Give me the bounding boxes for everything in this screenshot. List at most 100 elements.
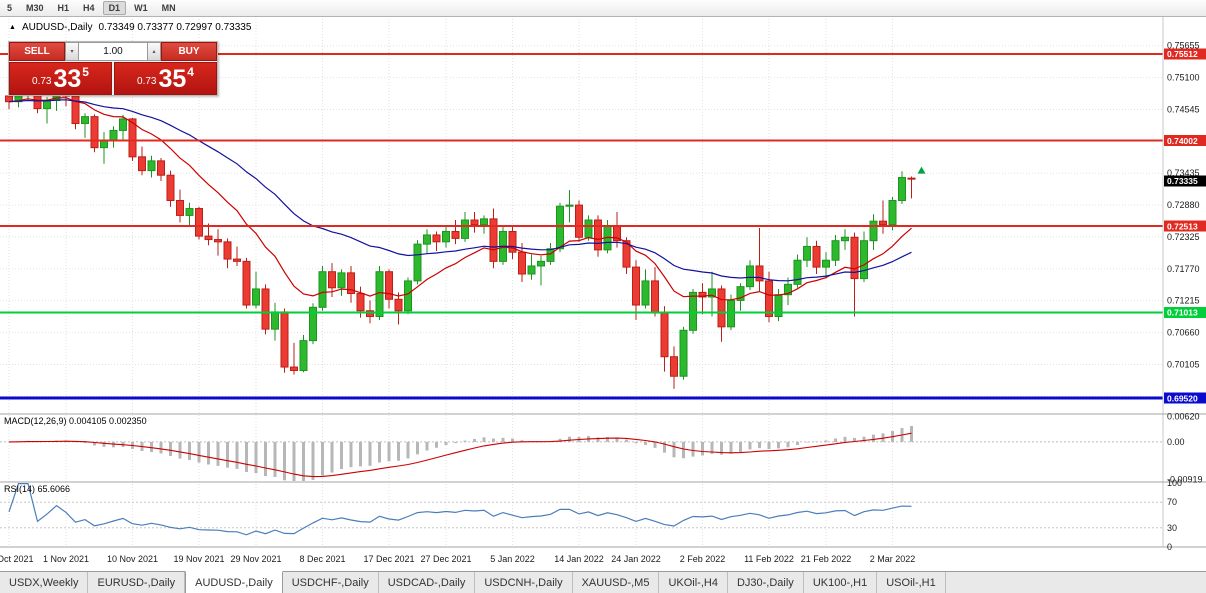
chart-tab-bar: USDX,Weekly EURUSD-,Daily AUDUSD-,Daily USD…	[0, 571, 1206, 593]
chart-tab-usdchf-daily[interactable]: USDCHF-,Daily	[282, 572, 379, 593]
timeframe-button-m30[interactable]: M30	[26, 3, 44, 13]
svg-text:0.74002: 0.74002	[1167, 136, 1198, 146]
spinner-up-icon: ▴	[152, 49, 156, 55]
timeframe-button-w1[interactable]: W1	[134, 3, 148, 13]
grid-layer	[0, 19, 1163, 547]
chart-tab-ukoil-h4[interactable]: UKOil-,H4	[659, 572, 728, 593]
chart-symbol-header: ▲ AUDUSD-,Daily 0.73349 0.73377 0.72997 …	[9, 22, 251, 33]
svg-text:0.75512: 0.75512	[1167, 49, 1198, 59]
chart-tab-dj30-daily[interactable]: DJ30-,Daily	[727, 572, 804, 593]
price-tick-label: 0.70660	[1167, 328, 1200, 338]
candles-layer	[5, 80, 916, 389]
date-tick-label: 17 Dec 2021	[363, 554, 414, 564]
panel-separators	[0, 413, 1206, 548]
price-tick-label: 0.75100	[1167, 73, 1200, 83]
date-tick-label: 10 Nov 2021	[107, 554, 158, 564]
buy-price-pipette: 4	[187, 64, 194, 79]
buy-price-big-digits: 35	[158, 64, 187, 93]
current-price-label	[1164, 175, 1206, 187]
price-tick-label: 0.72880	[1167, 200, 1200, 210]
price-tick-label: 0.71770	[1167, 264, 1200, 274]
date-tick-label: 24 Jan 2022	[611, 554, 661, 564]
rsi-panel: 100 70 30 0	[0, 478, 1182, 552]
volume-increase-button[interactable]: ▴	[147, 42, 161, 61]
moving-averages-layer	[8, 97, 912, 301]
macd-axis-label: -0.00919	[1167, 474, 1203, 484]
date-tick-label: 1 Nov 2021	[43, 554, 89, 564]
timeframe-button-h1[interactable]: H1	[57, 3, 70, 13]
up-arrow-marker	[917, 166, 926, 174]
date-tick-label: 5 Jan 2022	[490, 554, 535, 564]
sell-price-big-digits: 33	[53, 64, 82, 93]
date-tick-label: 27 Dec 2021	[420, 554, 471, 564]
chart-tab-usdcad-daily[interactable]: USDCAD-,Daily	[378, 572, 476, 593]
chart-tab-usoil-h1[interactable]: USOil-,H1	[877, 572, 946, 593]
date-tick-label: 2 Mar 2022	[870, 554, 916, 564]
date-tick-label: 22 Oct 2021	[0, 554, 34, 564]
timeframe-button-d1[interactable]: D1	[102, 1, 127, 15]
macd-signal-line	[8, 432, 912, 478]
date-tick-label: 8 Dec 2021	[299, 554, 345, 564]
date-tick-label: 29 Nov 2021	[230, 554, 281, 564]
macd-panel: 0.00620 0.00 -0.00919	[0, 412, 1203, 484]
date-tick-label: 11 Feb 2022	[744, 554, 794, 564]
svg-text:0.73335: 0.73335	[1167, 176, 1198, 186]
chart-tab-xauusd-m5[interactable]: XAUUSD-,M5	[572, 572, 660, 593]
price-tick-label: 0.72325	[1167, 232, 1200, 242]
rsi-line	[8, 483, 912, 536]
chart-ohlc-values: 0.73349 0.73377 0.72997 0.73335	[98, 22, 252, 33]
hline-price-label	[1164, 220, 1206, 232]
date-tick-label: 21 Feb 2022	[801, 554, 852, 564]
chart-symbol-title: AUDUSD-,Daily	[21, 22, 93, 33]
macd-axis-label: 0.00620	[1167, 412, 1200, 422]
svg-text:0.71013: 0.71013	[1167, 308, 1198, 318]
date-tick-label: 14 Jan 2022	[554, 554, 604, 564]
hline-price-label	[1164, 48, 1206, 60]
sell-price-prefix: 0.73	[32, 76, 52, 87]
hline-price-label	[1164, 306, 1206, 318]
price-tick-label: 0.75655	[1167, 41, 1200, 51]
svg-text:0.69520: 0.69520	[1167, 393, 1198, 403]
chart-tab-uk100-h1[interactable]: UK100-,H1	[803, 572, 878, 593]
timeframe-button-5[interactable]: 5	[7, 3, 13, 13]
one-click-trading-panel: SELL ▾ ▴ BUY 0.73 33 5 0.73 35 4	[8, 41, 218, 96]
timeframe-button-mn[interactable]: MN	[161, 3, 176, 13]
svg-text:0.72513: 0.72513	[1167, 221, 1198, 231]
hline-price-label	[1164, 392, 1206, 404]
rsi-axis-label: 70	[1167, 497, 1177, 507]
buy-price-prefix: 0.73	[137, 76, 157, 87]
volume-input[interactable]	[79, 42, 147, 61]
price-tick-label: 0.70105	[1167, 359, 1200, 369]
volume-decrease-button[interactable]: ▾	[65, 42, 79, 61]
timeframe-toolbar: 5 M30 H1 H4 D1 W1 MN	[0, 0, 1206, 17]
sell-button[interactable]: SELL	[9, 42, 65, 61]
chart-tab-usdx-weekly[interactable]: USDX,Weekly	[0, 572, 89, 593]
chart-tab-usdcnh-daily[interactable]: USDCNH-,Daily	[475, 572, 573, 593]
macd-axis-label: 0.00	[1167, 437, 1185, 447]
sell-price-pipette: 5	[82, 64, 89, 79]
timeframe-button-h4[interactable]: H4	[83, 3, 95, 13]
price-tick-label: 0.71215	[1167, 296, 1200, 306]
buy-button[interactable]: BUY	[161, 42, 217, 61]
chart-tab-eurusd-daily[interactable]: EURUSD-,Daily	[88, 572, 186, 593]
ma-fast-line	[8, 97, 912, 301]
rsi-axis-label: 100	[1167, 478, 1182, 488]
rsi-axis-label: 30	[1167, 523, 1177, 533]
ma-slow-line	[8, 99, 912, 282]
spinner-down-icon: ▾	[70, 49, 74, 55]
collapse-arrow-icon[interactable]: ▲	[9, 24, 16, 31]
chart-tab-audusd-daily[interactable]: AUDUSD-,Daily	[185, 571, 283, 593]
tab-bar-filler	[945, 572, 1206, 593]
price-tick-label: 0.74545	[1167, 104, 1200, 114]
price-chart-canvas[interactable]: 0.756550.751000.745450.734350.728800.723…	[0, 17, 1206, 571]
price-tick-label: 0.73435	[1167, 168, 1200, 178]
price-axis[interactable]: 0.75655 0.75100 0.74545 0.73435 0.72880 0.723…	[1162, 17, 1206, 547]
sell-price-display[interactable]: 0.73 33 5	[9, 62, 112, 95]
date-tick-label: 2 Feb 2022	[680, 554, 726, 564]
buy-price-display[interactable]: 0.73 35 4	[114, 62, 217, 95]
hlines-layer	[0, 52, 1163, 400]
date-axis: 22 Oct 2021 1 Nov 2021 10 Nov 2021 19 Nov 2…	[0, 554, 915, 564]
rsi-axis-label: 0	[1167, 542, 1172, 552]
date-tick-label: 19 Nov 2021	[173, 554, 224, 564]
chart-area: 0.75655 0.75100 0.74545 0.73435 0.72880 0.723…	[0, 17, 1206, 571]
